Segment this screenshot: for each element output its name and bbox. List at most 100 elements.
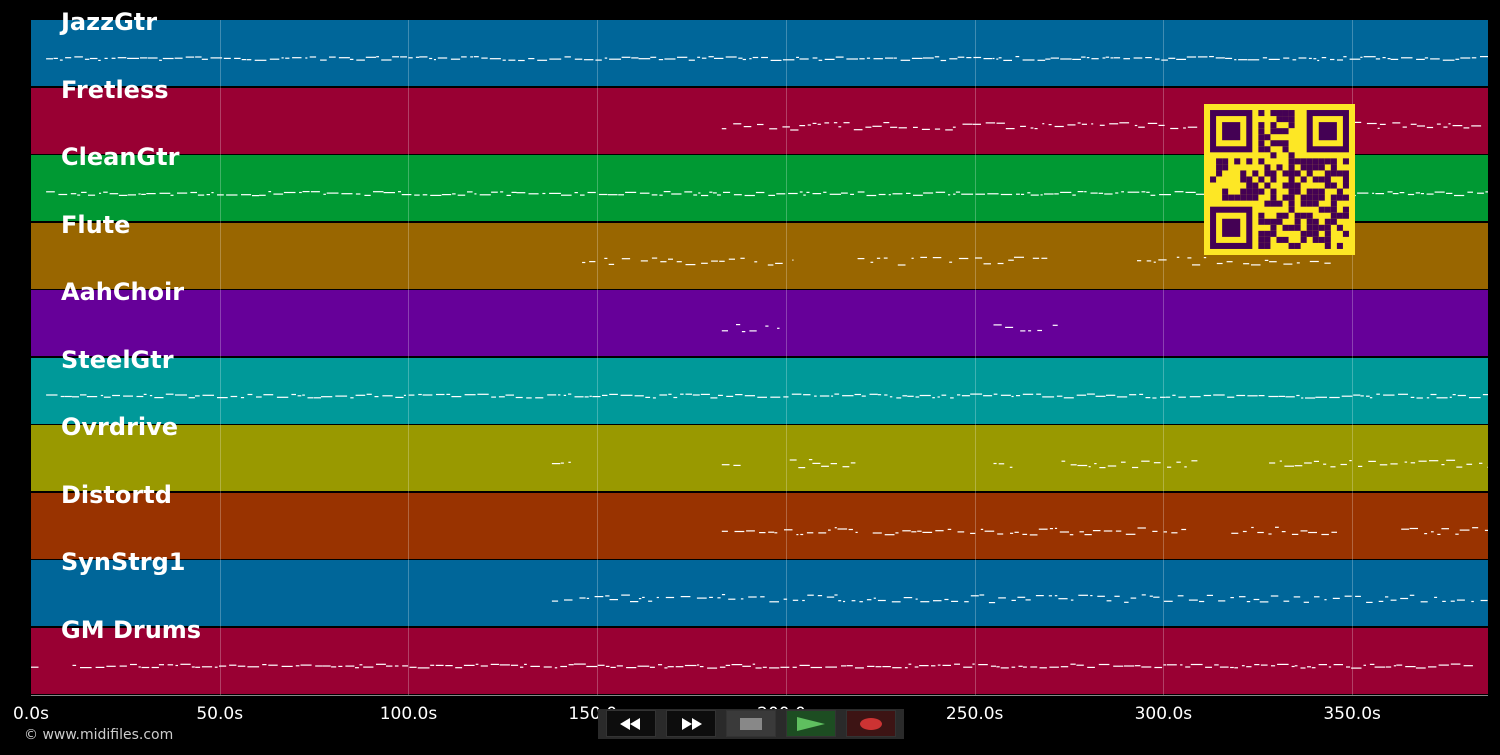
note-mark (1369, 663, 1375, 665)
note-mark (59, 59, 63, 61)
note-mark (408, 394, 415, 396)
note-mark (958, 257, 969, 260)
note-mark (757, 123, 764, 126)
note-mark (1366, 395, 1370, 397)
note-mark (812, 193, 822, 195)
note-mark (1084, 534, 1092, 536)
note-mark (1188, 599, 1198, 601)
note-mark (1241, 665, 1245, 667)
note-mark (780, 666, 790, 668)
note-mark (626, 667, 637, 669)
note-mark (605, 665, 610, 667)
note-mark (806, 191, 810, 193)
note-mark (1281, 531, 1286, 533)
note-mark (1246, 601, 1251, 603)
note-mark (1251, 264, 1261, 266)
note-mark (998, 57, 1002, 59)
note-mark (659, 394, 668, 396)
note-mark (1225, 57, 1233, 59)
note-mark (717, 597, 721, 599)
note-mark (873, 597, 876, 599)
note-mark (823, 191, 827, 193)
note-mark (645, 396, 651, 398)
note-mark (895, 532, 899, 534)
note-mark (498, 396, 505, 398)
note-mark (609, 393, 618, 395)
note-mark (818, 59, 823, 61)
note-mark (850, 462, 856, 464)
note-mark (972, 663, 975, 665)
note-mark (888, 194, 891, 196)
play-icon (797, 716, 825, 731)
note-mark (1333, 664, 1343, 666)
note-mark (127, 57, 139, 59)
note-mark (1105, 56, 1110, 58)
note-mark (1442, 600, 1446, 602)
rewind-button[interactable] (606, 710, 656, 737)
note-mark (699, 666, 704, 668)
note-mark (919, 665, 929, 667)
note-mark (642, 596, 645, 598)
note-mark (1340, 463, 1347, 466)
note-mark (1396, 664, 1403, 666)
note-mark (1377, 127, 1380, 129)
stop-button[interactable] (726, 710, 776, 737)
note-mark (769, 601, 779, 603)
play-button[interactable] (786, 710, 836, 737)
note-mark (1449, 396, 1452, 398)
note-mark (1146, 191, 1150, 193)
record-button[interactable] (846, 710, 896, 737)
note-mark (321, 396, 333, 398)
note-mark (151, 666, 159, 669)
note-mark (1442, 59, 1455, 61)
note-mark (824, 58, 835, 60)
note-mark (146, 193, 156, 195)
note-mark (543, 666, 552, 668)
note-mark (60, 395, 65, 398)
note-mark (1415, 192, 1420, 194)
note-mark (1443, 126, 1448, 128)
notes-layer (31, 56, 1488, 669)
note-mark (692, 394, 700, 396)
note-mark (1206, 594, 1213, 596)
tick-label: 300.0s (1134, 704, 1193, 724)
note-mark (803, 394, 811, 396)
note-mark (812, 462, 821, 464)
note-mark (141, 193, 146, 195)
note-mark (436, 393, 445, 396)
note-mark (1296, 262, 1300, 264)
note-mark (725, 664, 731, 666)
note-mark (987, 193, 999, 195)
note-mark (953, 193, 956, 195)
note-mark (1011, 599, 1016, 601)
note-mark (934, 128, 941, 130)
track-label: CleanGtr (61, 143, 180, 171)
note-mark (1174, 191, 1184, 193)
note-mark (842, 395, 854, 397)
note-mark (728, 258, 735, 260)
note-mark (872, 125, 882, 127)
note-mark (297, 395, 302, 397)
note-mark (711, 260, 718, 262)
note-mark (834, 594, 838, 596)
note-mark (1048, 124, 1052, 126)
note-mark (1298, 57, 1307, 59)
note-mark (1366, 122, 1377, 125)
note-mark (417, 667, 430, 669)
note-mark (883, 122, 890, 124)
note-mark (696, 597, 707, 599)
note-mark (573, 663, 586, 665)
fast-forward-button[interactable] (666, 710, 716, 737)
note-mark (229, 664, 237, 666)
note-mark (744, 194, 755, 197)
note-mark (664, 58, 676, 60)
note-mark (1332, 597, 1340, 599)
note-mark (1375, 58, 1381, 60)
note-mark (631, 57, 639, 59)
note-mark (673, 396, 678, 399)
note-mark (1195, 193, 1206, 195)
note-mark (842, 466, 850, 468)
note-mark (757, 396, 767, 398)
note-mark (1323, 463, 1327, 465)
note-mark (1040, 194, 1043, 196)
